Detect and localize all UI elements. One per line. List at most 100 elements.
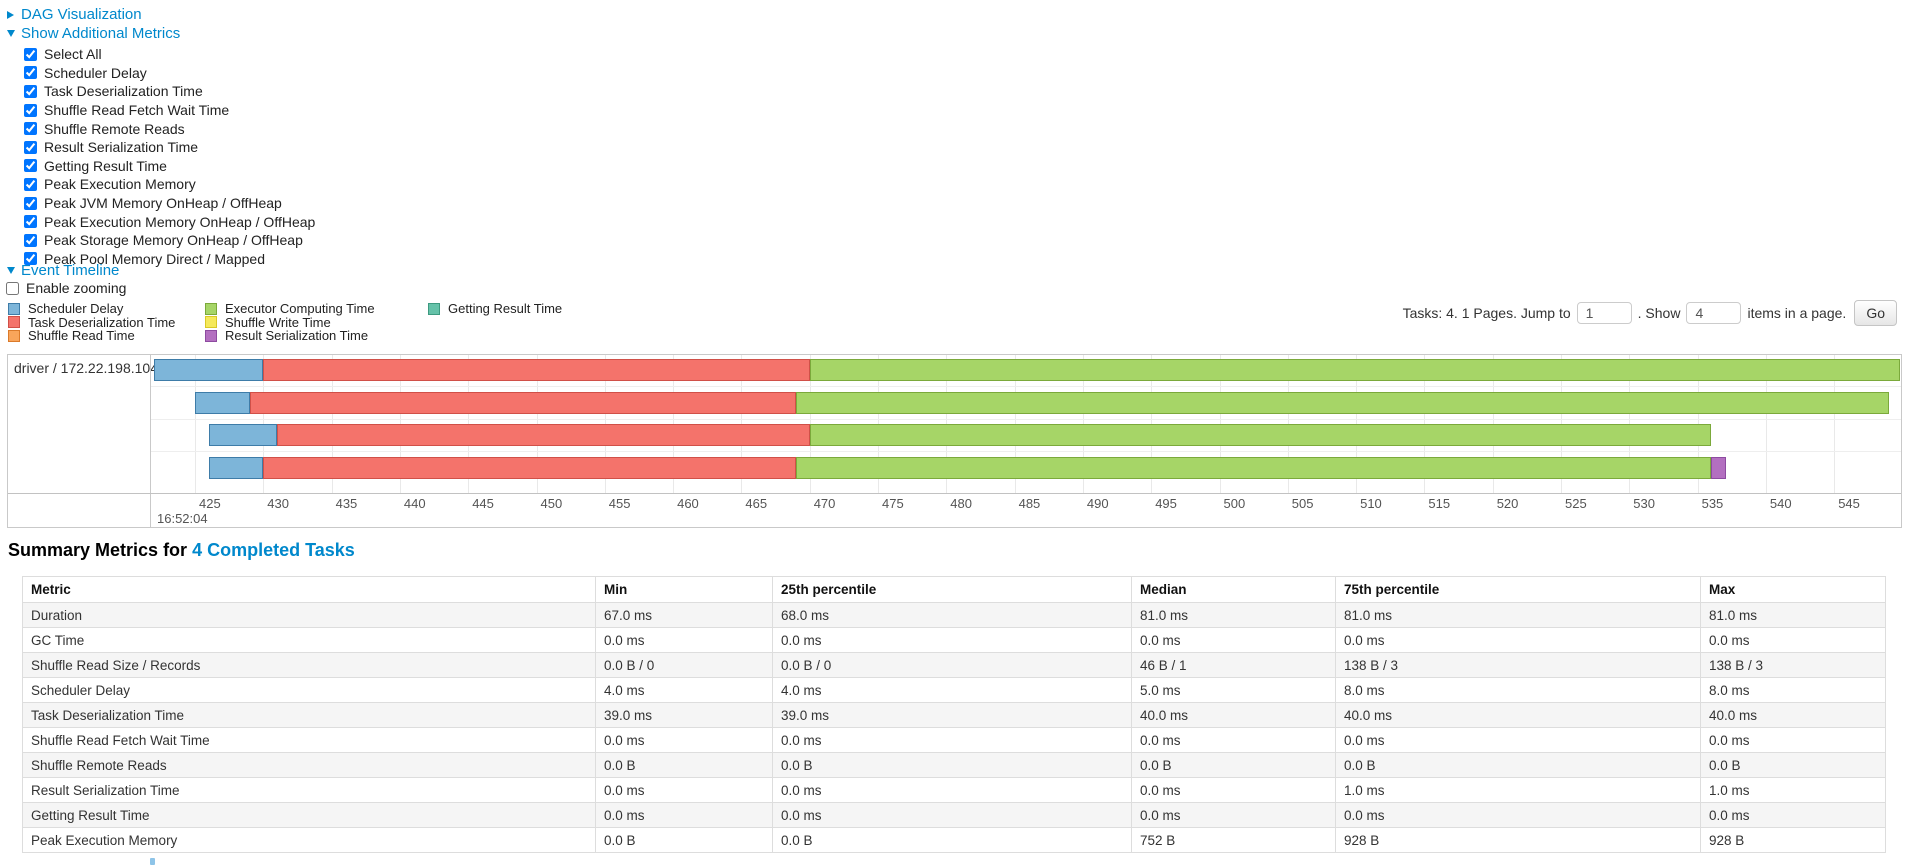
metrics-checkbox-list: Select All Scheduler Delay Task Deserializ… (24, 45, 315, 268)
legend-label: Executor Computing Time (225, 301, 375, 317)
task-deserialization-bar[interactable] (263, 359, 810, 381)
jump-to-page-input[interactable] (1576, 302, 1632, 324)
axis-tick-label: 500 (1223, 496, 1246, 511)
metric-checkbox[interactable] (24, 252, 37, 266)
task-deserialization-bar[interactable] (249, 392, 796, 414)
metric-value-cell: 81.0 ms (1700, 602, 1886, 628)
legend-column: Scheduler Delay Task Deserialization Time… (8, 301, 176, 343)
metric-name-cell: Result Serialization Time (22, 777, 596, 803)
metric-value-cell: 0.0 ms (772, 727, 1132, 753)
executor-computing-bar[interactable] (796, 457, 1712, 479)
event-timeline-chart: driver / 172.22.198.104 425 430 435 440 445 4… (7, 354, 1907, 528)
metric-value-cell: 1.0 ms (1700, 777, 1886, 803)
metric-value-cell: 40.0 ms (1131, 702, 1336, 728)
result-serialization-bar[interactable] (1711, 457, 1727, 479)
legend-label: Getting Result Time (448, 301, 563, 317)
dag-visualization-toggle[interactable]: DAG Visualization (7, 6, 142, 23)
scheduler-delay-bar[interactable] (154, 359, 264, 381)
show-additional-metrics-label: Show Additional Metrics (21, 25, 181, 42)
summary-row: Scheduler Delay 4.0 ms 4.0 ms 5.0 ms 8.0 ms 8… (22, 677, 1886, 703)
axis-tick-label: 480 (950, 496, 972, 511)
axis-tick-label: 435 (335, 496, 358, 511)
enable-zooming-checkbox[interactable] (6, 281, 19, 295)
scheduler-delay-bar[interactable] (195, 392, 250, 414)
metric-value-cell: 0.0 ms (1335, 627, 1701, 653)
metric-checkbox-label: Scheduler Delay (44, 64, 147, 81)
legend-item: Task Deserialization Time (8, 314, 176, 330)
axis-tick-label: 470 (813, 496, 836, 511)
show-additional-metrics-toggle[interactable]: Show Additional Metrics (7, 25, 180, 42)
metric-checkbox[interactable] (24, 66, 37, 80)
metric-name-cell: Getting Result Time (22, 802, 596, 828)
metric-checkbox[interactable] (24, 159, 37, 173)
task-deserialization-bar[interactable] (277, 424, 810, 446)
summary-column-header: Max (1700, 576, 1886, 603)
page-size-input[interactable] (1686, 302, 1742, 324)
getting-result-swatch-icon (428, 302, 440, 315)
legend-label: Scheduler Delay (28, 301, 124, 317)
metric-checkbox[interactable] (24, 215, 37, 229)
metric-checkbox[interactable] (24, 196, 37, 210)
task-deserialization-bar[interactable] (263, 457, 796, 479)
metric-value-cell: 4.0 ms (595, 677, 773, 703)
summary-row: GC Time 0.0 ms 0.0 ms 0.0 ms 0.0 ms 0.0 ms (22, 627, 1886, 653)
metric-checkbox-row: Scheduler Delay (24, 64, 315, 83)
metric-value-cell: 1.0 ms (1335, 777, 1701, 803)
metric-checkbox[interactable] (24, 103, 37, 117)
metric-value-cell: 0.0 B (595, 827, 773, 853)
axis-tick-label: 450 (540, 496, 563, 511)
metric-value-cell: 68.0 ms (772, 602, 1132, 628)
go-button[interactable]: Go (1854, 300, 1897, 326)
executor-computing-bar[interactable] (796, 392, 1889, 414)
metric-name-cell: Duration (22, 602, 596, 628)
metric-checkbox[interactable] (24, 233, 37, 247)
gridline (1834, 355, 1836, 493)
timeline-legend: Scheduler Delay Task Deserialization Time… (8, 301, 628, 344)
caret-right-icon (7, 10, 14, 19)
row-separator-line (150, 386, 1901, 387)
metric-name-cell: Shuffle Read Size / Records (22, 652, 596, 678)
executor-group-label: driver / 172.22.198.104 (14, 360, 158, 376)
executor-computing-bar[interactable] (809, 359, 1900, 381)
axis-tick-label: 495 (1155, 496, 1177, 511)
axis-tick-label: 520 (1496, 496, 1519, 511)
label-column-separator (150, 355, 151, 527)
axis-tick-label: 490 (1086, 496, 1109, 511)
scheduler-delay-bar[interactable] (208, 424, 277, 446)
completed-tasks-link[interactable]: 4 Completed Tasks (192, 540, 355, 560)
summary-row: Shuffle Read Size / Records 0.0 B / 0 0.0 … (22, 652, 1886, 678)
axis-tick-label: 475 (882, 496, 904, 511)
metric-checkbox-row: Peak Storage Memory OnHeap / OffHeap (24, 231, 315, 250)
shuffle-write-swatch-icon (205, 316, 217, 329)
timeline-chart: 425 430 435 440 445 450 455 460 465 470 475 480 485 4… (8, 355, 1907, 527)
metric-value-cell: 81.0 ms (1131, 602, 1336, 628)
metric-value-cell: 0.0 B (772, 752, 1132, 778)
axis-tick-label: 485 (1018, 496, 1041, 511)
metric-checkbox-label: Peak Execution Memory OnHeap / OffHeap (44, 213, 316, 230)
metric-checkbox-label: Peak Storage Memory OnHeap / OffHeap (44, 232, 303, 249)
metric-checkbox[interactable] (24, 47, 37, 61)
legend-item: Shuffle Read Time (8, 328, 175, 343)
metric-checkbox-row: Peak Execution Memory (24, 175, 315, 194)
metric-checkbox[interactable] (24, 122, 37, 136)
pagination-suffix-text: items in a page. (1747, 305, 1847, 321)
summary-column-header: Metric (22, 576, 596, 603)
metric-value-cell: 928 B (1335, 827, 1701, 853)
metric-name-cell: Shuffle Remote Reads (22, 752, 596, 778)
metric-checkbox[interactable] (24, 140, 37, 154)
metric-value-cell: 0.0 ms (1335, 802, 1701, 828)
metric-value-cell: 138 B / 3 (1700, 652, 1886, 678)
event-timeline-toggle[interactable]: Event Timeline (7, 262, 119, 279)
scheduler-delay-bar[interactable] (208, 457, 264, 479)
axis-tick-label: 505 (1291, 496, 1314, 511)
legend-label: Task Deserialization Time (28, 314, 176, 330)
metric-checkbox[interactable] (24, 177, 37, 191)
caret-down-icon (7, 30, 15, 37)
axis-tick-label: 455 (608, 496, 631, 511)
metric-checkbox[interactable] (24, 84, 37, 98)
shuffle-read-swatch-icon (8, 329, 20, 342)
metric-checkbox-row: Peak JVM Memory OnHeap / OffHeap (24, 194, 315, 213)
metric-checkbox-label: Task Deserialization Time (44, 83, 203, 100)
enable-zooming-row: Enable zooming (6, 280, 126, 296)
executor-computing-bar[interactable] (809, 424, 1712, 446)
